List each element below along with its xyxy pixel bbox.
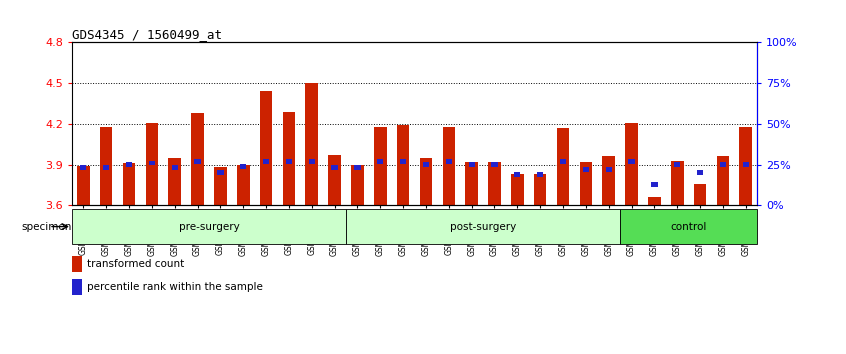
Bar	[442, 127, 455, 205]
Bar	[625, 122, 638, 205]
Bar	[583, 167, 589, 172]
Bar	[72, 279, 82, 295]
Bar	[743, 162, 749, 167]
Bar	[214, 167, 227, 205]
Bar	[534, 174, 547, 205]
Bar	[100, 127, 113, 205]
Bar	[309, 159, 315, 164]
Bar	[560, 159, 566, 164]
Bar	[126, 162, 132, 167]
Bar	[286, 159, 292, 164]
Bar	[80, 165, 86, 170]
Bar	[537, 172, 543, 177]
Bar	[240, 164, 246, 169]
Bar	[237, 165, 250, 205]
Bar	[557, 128, 569, 205]
Bar	[514, 172, 520, 177]
Bar	[400, 159, 406, 164]
Bar	[168, 158, 181, 205]
Bar	[602, 156, 615, 205]
Bar	[374, 127, 387, 205]
Bar	[694, 184, 706, 205]
Bar	[77, 166, 90, 205]
FancyBboxPatch shape	[72, 209, 346, 244]
Bar	[263, 159, 269, 164]
Bar	[465, 162, 478, 205]
Bar	[492, 162, 497, 167]
Bar	[739, 127, 752, 205]
Bar	[511, 174, 524, 205]
Bar	[332, 165, 338, 170]
Bar	[648, 197, 661, 205]
Bar	[328, 155, 341, 205]
Bar	[260, 91, 272, 205]
Text: transformed count: transformed count	[87, 259, 184, 269]
Bar	[351, 165, 364, 205]
Bar	[446, 159, 452, 164]
Bar	[580, 162, 592, 205]
Bar	[103, 165, 109, 170]
Text: pre-surgery: pre-surgery	[179, 222, 239, 232]
Bar	[629, 159, 634, 164]
Bar	[697, 170, 703, 175]
Bar	[283, 112, 295, 205]
Bar	[305, 83, 318, 205]
Text: control: control	[671, 222, 706, 232]
Bar	[671, 160, 684, 205]
Bar	[720, 162, 726, 167]
Bar	[191, 113, 204, 205]
Bar	[195, 159, 201, 164]
Bar	[420, 158, 432, 205]
Bar	[123, 163, 135, 205]
Bar	[397, 125, 409, 205]
Text: percentile rank within the sample: percentile rank within the sample	[87, 282, 263, 292]
FancyBboxPatch shape	[620, 209, 757, 244]
Text: post-surgery: post-surgery	[450, 222, 516, 232]
Bar	[172, 165, 178, 170]
Bar	[377, 159, 383, 164]
Bar	[354, 165, 360, 170]
Bar	[717, 156, 729, 205]
Text: specimen: specimen	[21, 222, 72, 232]
Bar	[651, 182, 657, 187]
Bar	[146, 122, 158, 205]
Bar	[469, 162, 475, 167]
Bar	[72, 256, 82, 272]
Text: GDS4345 / 1560499_at: GDS4345 / 1560499_at	[72, 28, 222, 41]
Bar	[423, 162, 429, 167]
Bar	[217, 170, 223, 175]
Bar	[488, 162, 501, 205]
FancyBboxPatch shape	[346, 209, 620, 244]
Bar	[606, 167, 612, 172]
Bar	[674, 162, 680, 167]
Bar	[149, 160, 155, 165]
